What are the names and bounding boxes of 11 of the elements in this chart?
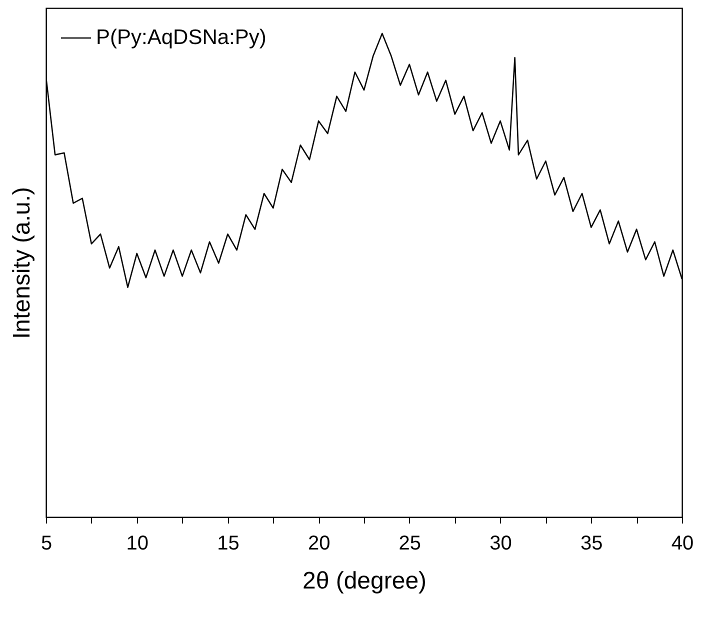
x-tick-label: 30 — [490, 532, 512, 554]
x-tick-label: 20 — [308, 532, 330, 554]
x-tick-label: 35 — [580, 532, 603, 554]
x-tick-label: 25 — [398, 532, 422, 554]
x-axis-title: 2θ (degree) — [302, 568, 427, 594]
x-tick-label: 15 — [217, 532, 240, 554]
legend-label: P(Py:AqDSNa:Py) — [96, 26, 266, 49]
x-tick-label: 40 — [671, 532, 694, 554]
x-tick-label: 5 — [40, 532, 52, 554]
y-axis-title: Intensity (a.u.) — [8, 186, 36, 340]
x-tick-label: 10 — [126, 532, 148, 554]
